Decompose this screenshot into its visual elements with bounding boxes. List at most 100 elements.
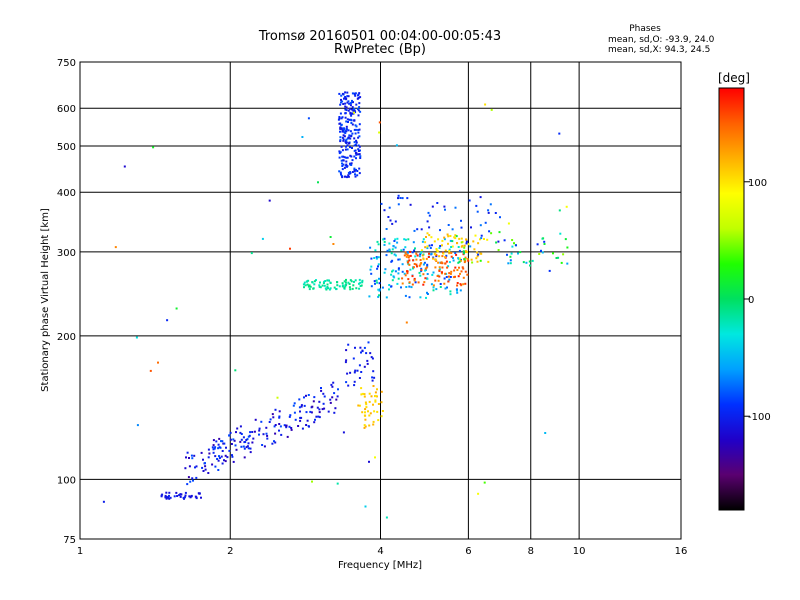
data-point [359,110,362,113]
data-point [484,103,487,106]
data-point [305,424,308,426]
x-tick-label: 1 [77,546,83,557]
data-point [368,400,371,403]
data-point [361,392,364,395]
data-point [343,128,346,131]
data-point [440,262,443,264]
data-point [272,416,275,419]
data-point [173,495,176,498]
data-point [218,455,220,458]
data-point [348,172,351,175]
data-point [401,197,404,200]
data-point [509,262,512,265]
data-point [191,477,194,480]
data-point [218,446,221,449]
data-point [403,238,406,241]
data-point [191,457,194,460]
data-point [345,283,347,286]
data-point [484,221,487,224]
data-point [341,165,344,167]
data-point [354,124,357,127]
data-point [240,433,243,435]
data-point [348,102,351,105]
data-point [236,427,239,430]
data-point [429,247,432,249]
data-point [353,384,356,387]
data-point [466,258,469,260]
data-point [367,341,370,344]
data-point [361,279,364,282]
data-point [517,252,519,255]
data-point [329,401,332,404]
data-point [457,246,460,248]
data-point [428,234,431,237]
data-point [364,408,367,411]
data-point [183,496,186,499]
data-point [420,251,422,254]
data-point [376,410,379,413]
data-point [439,245,442,247]
data-point [348,134,351,137]
data-point [345,138,348,141]
data-point [408,255,411,258]
data-point [397,277,400,280]
data-point [419,296,422,299]
data-point [344,116,347,119]
data-point [371,376,374,379]
data-point [341,155,344,158]
data-point [321,408,324,411]
x-tick-label: 2 [227,546,233,557]
data-point [449,272,452,275]
data-point [513,242,515,245]
y-tick-label: 100 [57,475,76,486]
data-point [197,492,200,495]
colorbar-tick-label: 0 [748,295,754,306]
data-point [426,273,429,275]
data-point [223,459,225,462]
data-point [305,411,308,414]
data-point [464,282,467,285]
data-point [348,283,351,285]
data-point [388,284,391,286]
data-point [337,118,340,121]
data-point [354,369,357,372]
data-point [427,211,430,214]
data-point [341,176,344,179]
data-point [261,444,264,446]
data-point [443,282,446,285]
data-point [445,254,448,257]
data-point [343,175,346,178]
data-point [438,270,441,272]
data-point [229,438,232,441]
data-point [425,266,428,269]
data-point [355,128,358,131]
data-point [408,259,411,262]
data-point [344,285,347,288]
data-point [353,280,355,283]
data-point [353,155,356,158]
data-point [378,282,381,285]
data-point [441,272,443,275]
data-point [345,381,348,384]
data-point [300,405,303,408]
legend-title: Phases [629,24,661,34]
data-point [487,209,490,212]
data-point [243,441,246,444]
data-point [353,371,356,374]
data-point [424,269,427,272]
data-point [233,439,236,442]
data-point [555,257,558,259]
data-point [344,164,347,167]
colorbar [719,88,744,510]
data-point [411,251,414,254]
data-point [149,369,152,372]
data-point [358,123,361,126]
data-point [416,265,418,268]
data-point [319,281,321,284]
data-point [319,286,322,289]
data-point [339,126,342,129]
data-point [359,346,362,349]
data-point [397,203,400,206]
data-point [463,258,466,261]
data-point [333,411,336,414]
